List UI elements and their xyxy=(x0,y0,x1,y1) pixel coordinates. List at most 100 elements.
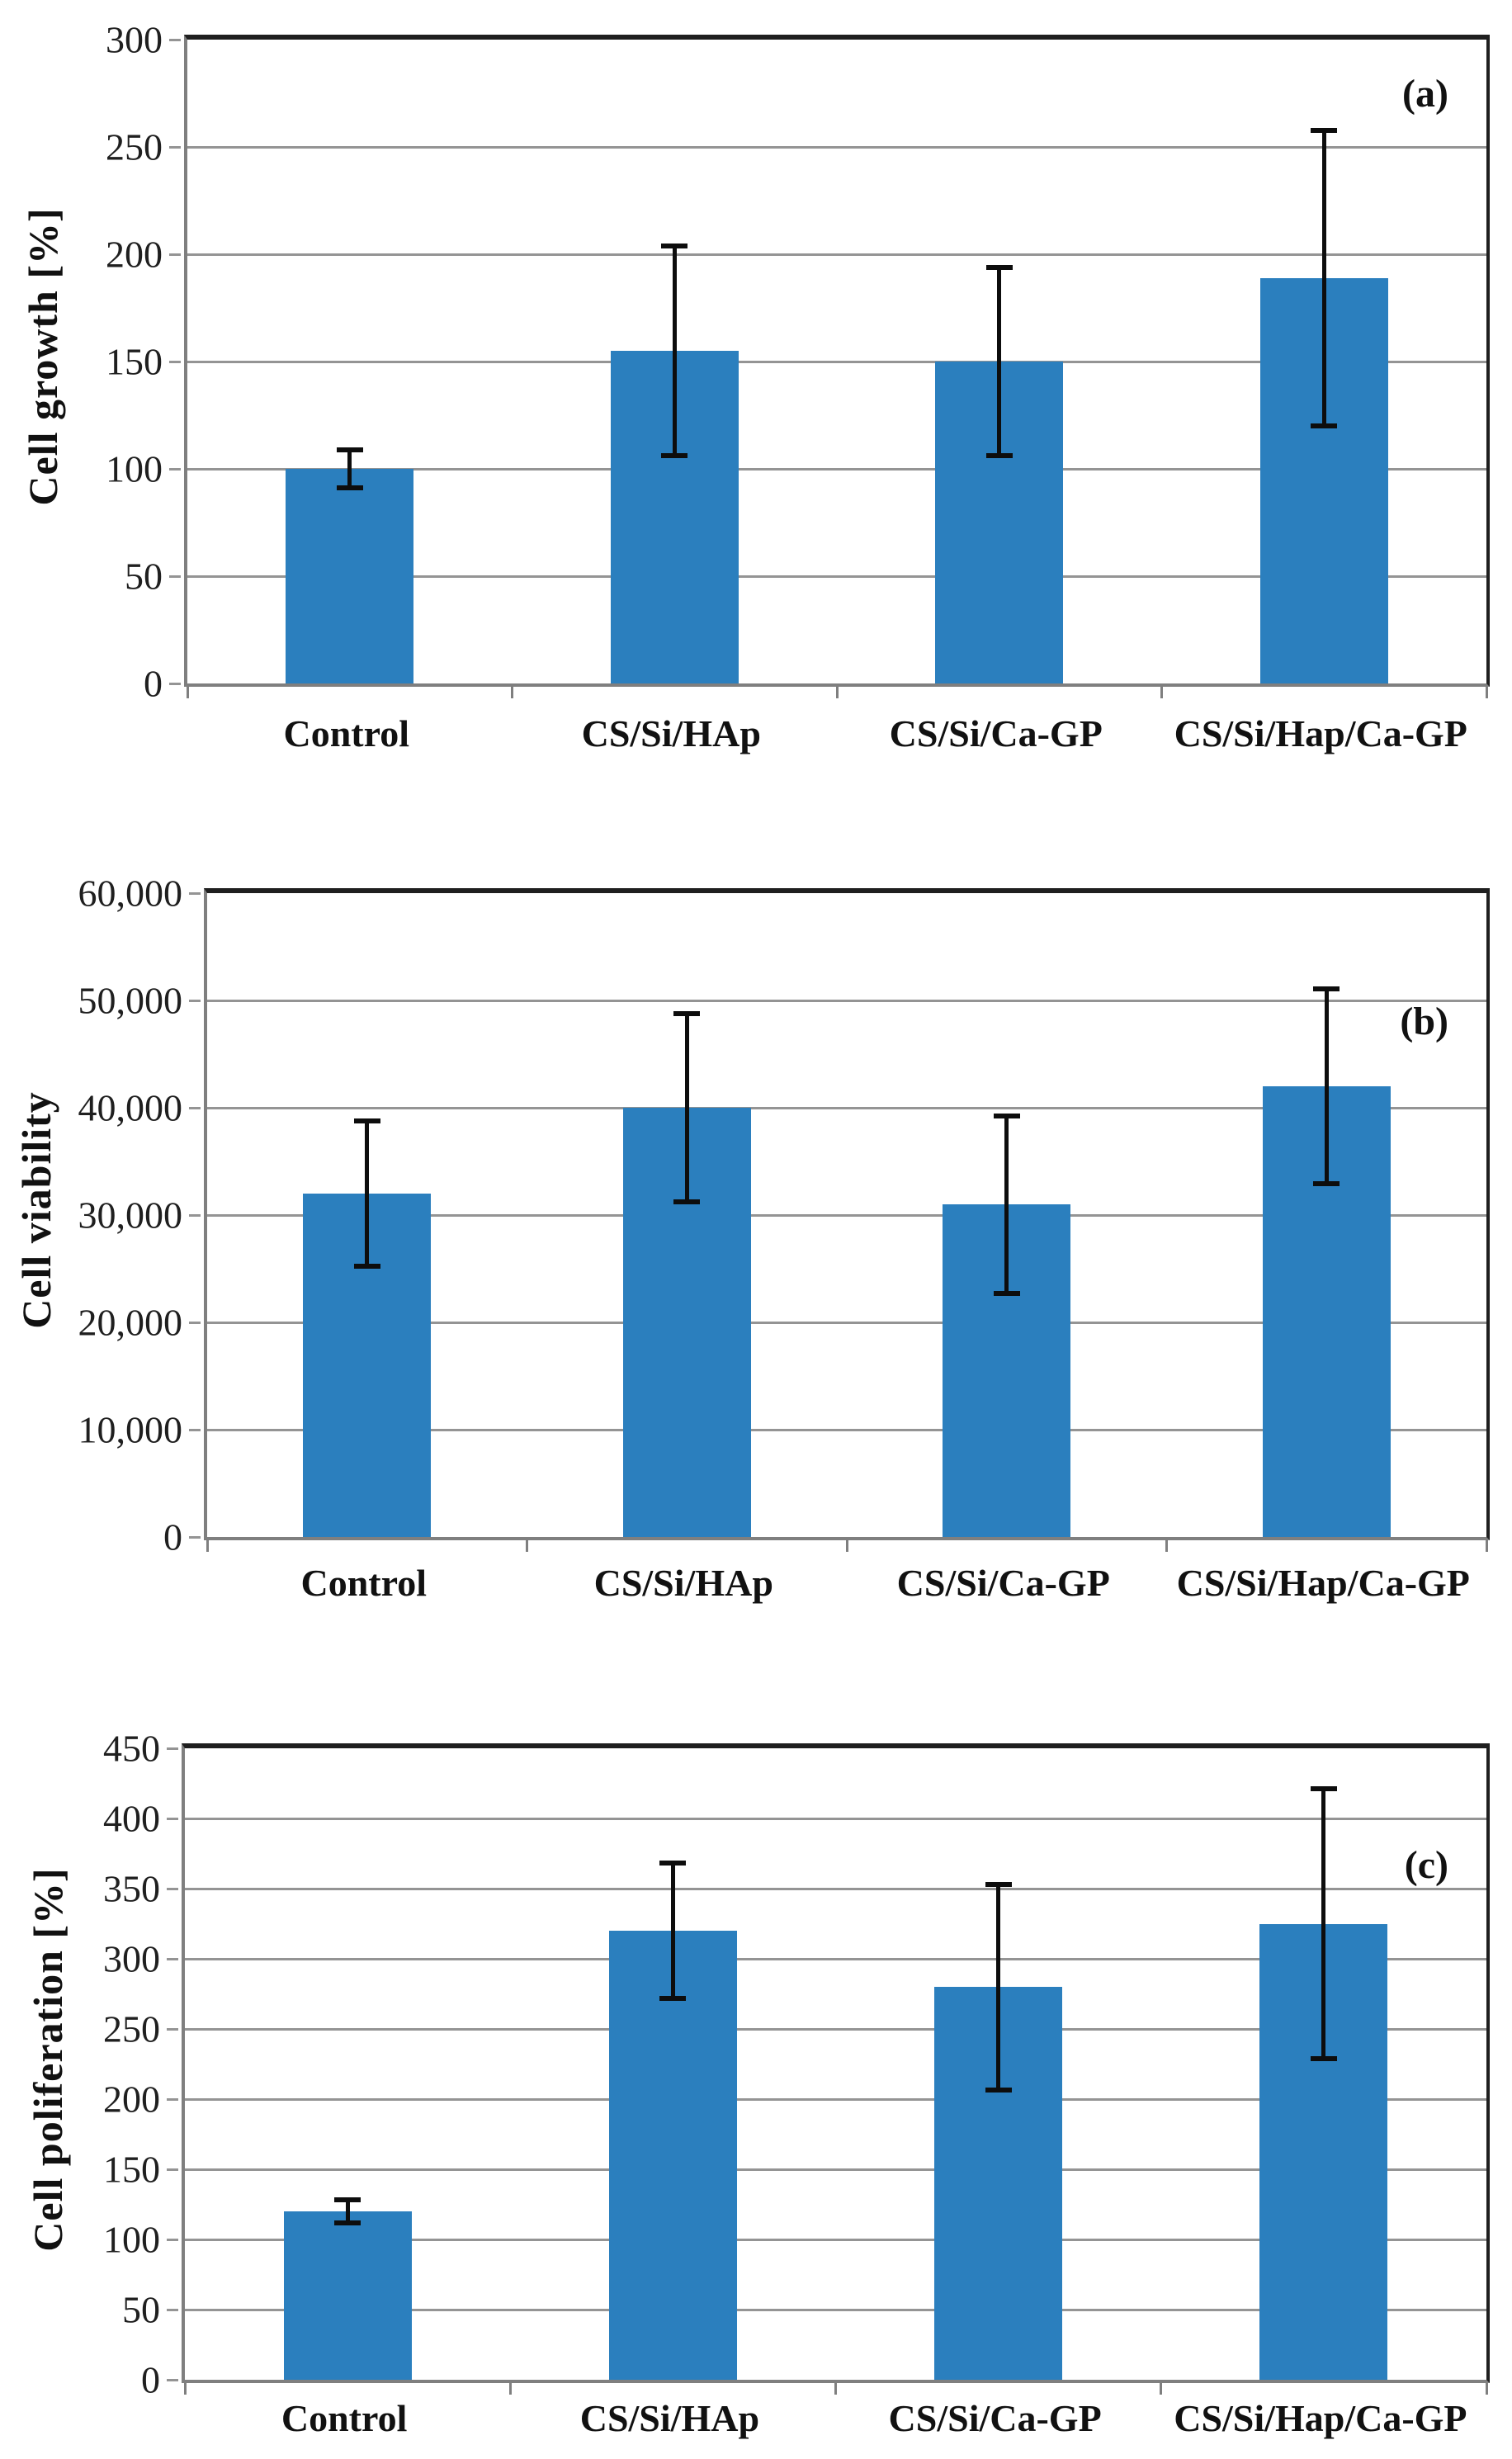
category-label: Control xyxy=(281,2397,408,2439)
gridline xyxy=(207,1106,1486,1109)
error-bar-cap-top xyxy=(985,265,1013,270)
y-axis-tick xyxy=(167,2238,178,2241)
gridline xyxy=(187,360,1486,363)
category-label: CS/Si/Hap/Ca-GP xyxy=(1174,2397,1467,2439)
category-label: CS/Si/HAp xyxy=(581,712,761,754)
y-tick-label: 300 xyxy=(103,1937,160,1980)
y-axis-tick xyxy=(189,1535,201,1539)
x-axis-tick xyxy=(1485,2383,1488,2395)
panel-label-b: (b) xyxy=(1400,1000,1448,1043)
y-axis-tick xyxy=(167,1817,178,1820)
category-label: CS/Si/HAp xyxy=(593,1562,773,1604)
category-label: CS/Si/Ca-GP xyxy=(896,1562,1110,1604)
error-bar-cap-bottom xyxy=(673,1199,701,1204)
y-tick-label: 10,000 xyxy=(78,1408,183,1451)
error-bar-line xyxy=(1321,127,1326,428)
x-axis-tick xyxy=(1160,2383,1163,2395)
chart-cell-viability: Cell viability (b) 0 10,000 20,000 30,000 40… xyxy=(0,820,1512,1716)
y-tick-label: 0 xyxy=(163,1516,182,1558)
plot-area: 0 50 100 150 200 250 300 xyxy=(106,19,1490,705)
x-axis-tick xyxy=(1165,1540,1168,1552)
error-bar-line xyxy=(996,1881,1001,2093)
error-bar-cap-bottom xyxy=(336,485,363,490)
bar-cs-si-hap xyxy=(608,1931,737,2380)
y-axis-tick xyxy=(167,2168,178,2171)
y-tick-label: 350 xyxy=(103,1867,160,1910)
y-axis-tick xyxy=(169,38,181,41)
y-axis-tick xyxy=(169,253,181,256)
y-tick-label: 100 xyxy=(106,447,163,490)
y-axis-tick xyxy=(189,999,201,1002)
y-axis-tick xyxy=(167,2097,178,2101)
error-bar-line xyxy=(1321,1785,1326,2062)
category-label: CS/Si/HAp xyxy=(579,2397,760,2439)
error-bar-line xyxy=(997,265,1002,458)
gridline xyxy=(185,1887,1486,1890)
bar-control xyxy=(286,469,414,683)
gridline xyxy=(185,1957,1486,1960)
y-tick-label: 450 xyxy=(103,1727,160,1770)
error-bar-cap-top xyxy=(659,1861,687,1866)
error-bar-line xyxy=(670,1861,675,2001)
category-label: CS/Si/Ca-GP xyxy=(889,712,1103,754)
gridline xyxy=(207,1321,1486,1324)
error-bar-line xyxy=(684,1011,689,1204)
y-axis-tick xyxy=(167,1887,178,1890)
y-axis-tick xyxy=(189,891,201,895)
error-bar-line xyxy=(345,2197,350,2225)
error-bar-cap-bottom xyxy=(353,1264,380,1269)
y-tick-label: 0 xyxy=(141,2358,160,2401)
error-bar-cap-top xyxy=(1313,986,1340,992)
y-tick-label: 0 xyxy=(144,662,163,705)
x-axis-tick xyxy=(1485,1540,1488,1552)
y-tick-label: 250 xyxy=(103,2007,160,2050)
chart-cell-proliferation: Cell poliferation [%] (c) 0 50 100 150 200 25… xyxy=(0,1716,1512,2459)
error-bar-cap-top xyxy=(673,1011,701,1016)
error-bar-line xyxy=(1324,986,1329,1186)
plot-area: 0 50 100 150 200 250 300 350 400 450 xyxy=(103,1728,1490,2401)
y-axis-tick xyxy=(169,145,181,149)
y-tick-label: 50 xyxy=(122,2288,160,2331)
panel-label-a: (a) xyxy=(1402,72,1448,116)
x-axis-tick xyxy=(511,687,513,698)
gridline xyxy=(185,1817,1486,1820)
error-bar-cap-top xyxy=(661,244,688,248)
error-bar-cap-top xyxy=(334,2197,361,2202)
y-axis-tick xyxy=(169,360,181,363)
plot-area: 0 10,000 20,000 30,000 40,000 50,000 60,000 xyxy=(78,872,1490,1558)
error-bar-cap-bottom xyxy=(985,453,1013,458)
y-axis-tick xyxy=(169,682,181,685)
category-label: Control xyxy=(283,712,410,754)
error-bar-cap-bottom xyxy=(985,2087,1012,2093)
x-axis-tick xyxy=(186,687,189,698)
x-axis-tick xyxy=(183,2383,187,2395)
x-axis-tick xyxy=(1160,687,1163,698)
error-bar-cap-bottom xyxy=(993,1290,1020,1296)
y-axis-tick xyxy=(167,1747,178,1750)
y-axis-tick xyxy=(167,2308,178,2311)
error-bar-cap-top xyxy=(1310,1785,1337,1791)
y-tick-label: 50,000 xyxy=(78,979,183,1022)
error-bar-cap-bottom xyxy=(661,453,688,458)
y-tick-label: 30,000 xyxy=(78,1194,183,1237)
category-label: Control xyxy=(300,1562,428,1604)
panel-label-c: (c) xyxy=(1404,1843,1448,1887)
y-axis-tick xyxy=(169,575,181,578)
y-tick-label: 20,000 xyxy=(78,1301,183,1344)
gridline xyxy=(185,2238,1486,2241)
y-tick-label: 60,000 xyxy=(78,872,183,915)
gridline xyxy=(185,2027,1486,2031)
error-bar-cap-top xyxy=(353,1118,380,1123)
category-label: CS/Si/Ca-GP xyxy=(888,2397,1102,2439)
gridline xyxy=(187,145,1486,149)
y-axis-tick xyxy=(167,2027,178,2031)
y-axis-tick xyxy=(189,1213,201,1217)
gridline xyxy=(207,1428,1486,1431)
y-tick-label: 200 xyxy=(103,2078,160,2121)
y-tick-label: 250 xyxy=(106,125,163,168)
x-axis-tick xyxy=(508,2383,512,2395)
y-tick-label: 150 xyxy=(103,2148,160,2191)
x-axis-tick xyxy=(834,2383,837,2395)
y-tick-label: 150 xyxy=(106,340,163,383)
